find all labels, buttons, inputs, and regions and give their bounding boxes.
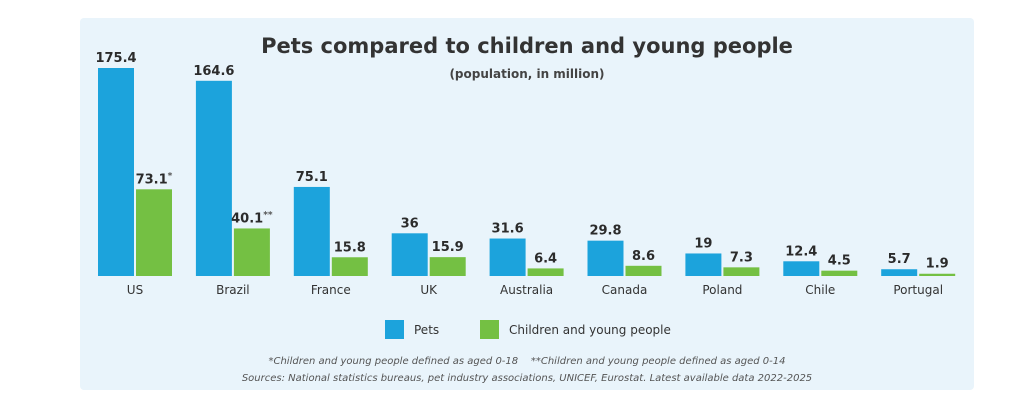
bar-pets-uk [391,233,428,276]
value-label-children-france: 15.8 [334,240,366,255]
legend-label-pets: Pets [414,323,439,337]
value-label-children-australia: 6.4 [534,251,557,266]
legend-swatch-pets [385,320,404,339]
legend: Pets Children and young people [385,320,671,339]
bar-pets-poland [685,253,722,276]
bar-children-poland [723,267,760,276]
value-label-mark: * [168,171,173,181]
value-label-pets-canada: 29.8 [589,224,621,239]
source-note: Sources: National statistics bureaus, pe… [242,373,812,384]
bar-children-portugal [919,273,956,276]
category-label-us: US [127,283,143,297]
legend-label-children: Children and young people [509,323,671,337]
value-label-pets-us: 175.4 [95,51,136,66]
category-label-france: France [311,283,351,297]
value-label-pets-australia: 31.6 [492,222,524,237]
value-labels-group: 175.4 73.1* 164.6 40.1** 75.1 15.8 36 15.9 31.6 6… [95,51,948,272]
bar-pets-brazil [195,80,232,276]
value-label-pets-brazil: 164.6 [193,64,234,79]
bar-pets-canada [587,240,624,276]
value-label-children-brazil: 40.1** [231,210,273,226]
category-label-uk: UK [420,283,438,297]
bars-group [98,68,956,276]
bar-pets-australia [489,238,526,276]
bar-children-us [136,189,172,276]
value-label-pets-chile: 12.4 [785,244,817,259]
bar-children-chile [821,270,858,276]
bar-pets-france [293,186,330,276]
chart-title: Pets compared to children and young peop… [261,34,793,58]
value-label-children-us: 73.1* [136,171,173,187]
value-label-pets-uk: 36 [401,216,419,231]
value-label-children-chile: 4.5 [828,254,851,269]
category-label-poland: Poland [702,283,742,297]
category-label-australia: Australia [500,283,553,297]
value-label-children-canada: 8.6 [632,249,655,264]
value-label-children-poland: 7.3 [730,250,753,265]
category-label-chile: Chile [805,283,835,297]
bar-children-france [331,257,368,276]
bar-children-brazil [233,228,270,276]
value-label-pets-portugal: 5.7 [888,252,911,267]
value-label-children-portugal: 1.9 [926,257,949,272]
category-labels-group: US Brazil France UK Australia Canada Poland Chi… [127,283,943,297]
value-label-pets-poland: 19 [694,236,712,251]
value-label-mark: ** [263,210,273,220]
bar-pets-portugal [881,269,918,276]
category-label-portugal: Portugal [893,283,943,297]
value-label-children-uk: 15.9 [432,240,464,255]
category-label-canada: Canada [602,283,648,297]
legend-swatch-children [480,320,499,339]
footnote: *Children and young people defined as ag… [268,356,785,367]
bar-children-canada [625,265,662,276]
bar-pets-chile [783,261,820,276]
bar-children-uk [429,257,466,276]
chart-subtitle: (population, in million) [449,67,604,81]
bar-children-australia [527,268,564,276]
value-label-pets-france: 75.1 [296,170,328,185]
category-label-brazil: Brazil [216,283,250,297]
bar-pets-us [98,68,134,276]
